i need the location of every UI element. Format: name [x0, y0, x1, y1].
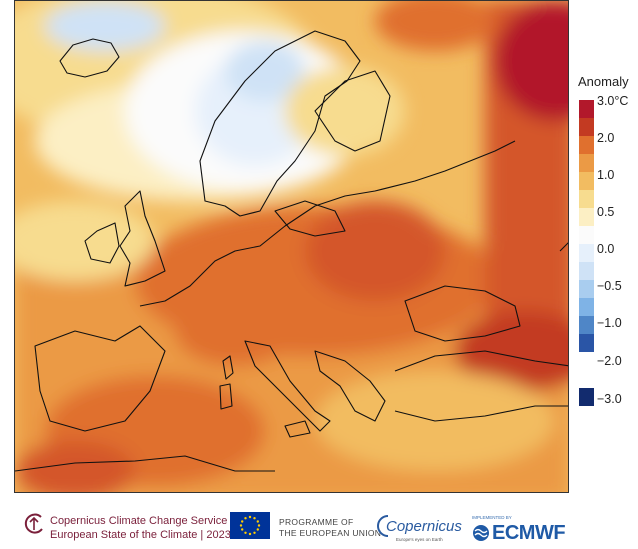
legend-swatch — [579, 136, 594, 154]
legend-swatch — [579, 388, 594, 406]
legend-swatch — [579, 118, 594, 136]
legend-swatch — [579, 208, 594, 226]
legend-label: −2.0 — [597, 354, 622, 368]
legend-label: 0.5 — [597, 205, 615, 219]
legend-swatch — [579, 334, 594, 352]
c3s-logo-icon — [24, 513, 43, 534]
copernicus-tagline: Europe's eyes on Earth — [396, 537, 443, 542]
coastlines — [15, 30, 568, 472]
map-canvas — [15, 1, 568, 492]
legend-label: 0.0 — [597, 242, 615, 256]
legend-label: 3.0°C — [597, 94, 629, 108]
footer-logos: Copernicus Climate Change Service Europe… — [0, 500, 638, 549]
legend-swatch — [579, 298, 594, 316]
legend-swatch — [579, 172, 594, 190]
legend-swatch — [579, 226, 594, 244]
copernicus-logo-icon — [377, 515, 389, 537]
ecmwf-wordmark: ECMWF — [492, 522, 566, 544]
implemented-by-label: IMPLEMENTED BY — [472, 515, 512, 520]
c3s-title: Copernicus Climate Change Service — [50, 515, 228, 527]
legend-swatch — [579, 262, 594, 280]
legend-label: −3.0 — [597, 392, 622, 406]
legend-label: −1.0 — [597, 316, 622, 330]
programme-line2: THE EUROPEAN UNION — [279, 528, 382, 538]
legend-swatch — [579, 100, 594, 118]
legend-label: 2.0 — [597, 131, 615, 145]
c3s-subtitle: European State of the Climate | 2023 — [50, 529, 231, 541]
legend-title: Anomaly — [578, 74, 629, 89]
legend-swatch — [579, 316, 594, 334]
legend-swatch — [579, 280, 594, 298]
legend-swatch — [579, 154, 594, 172]
legend-label: −0.5 — [597, 279, 622, 293]
legend-label: 1.0 — [597, 168, 615, 182]
temperature-anomaly-map — [14, 0, 569, 493]
anomaly-legend: Anomaly 3.0°C 2.0 1.0 0.5 0.0 −0.5 −1.0 … — [575, 70, 638, 415]
legend-swatch — [579, 190, 594, 208]
eu-flag-icon — [230, 512, 270, 539]
ecmwf-logo-icon — [473, 525, 489, 541]
anomaly-field — [15, 1, 568, 492]
legend-swatch — [579, 244, 594, 262]
copernicus-wordmark: Copernicus — [386, 518, 462, 535]
programme-line1: PROGRAMME OF — [279, 517, 354, 527]
